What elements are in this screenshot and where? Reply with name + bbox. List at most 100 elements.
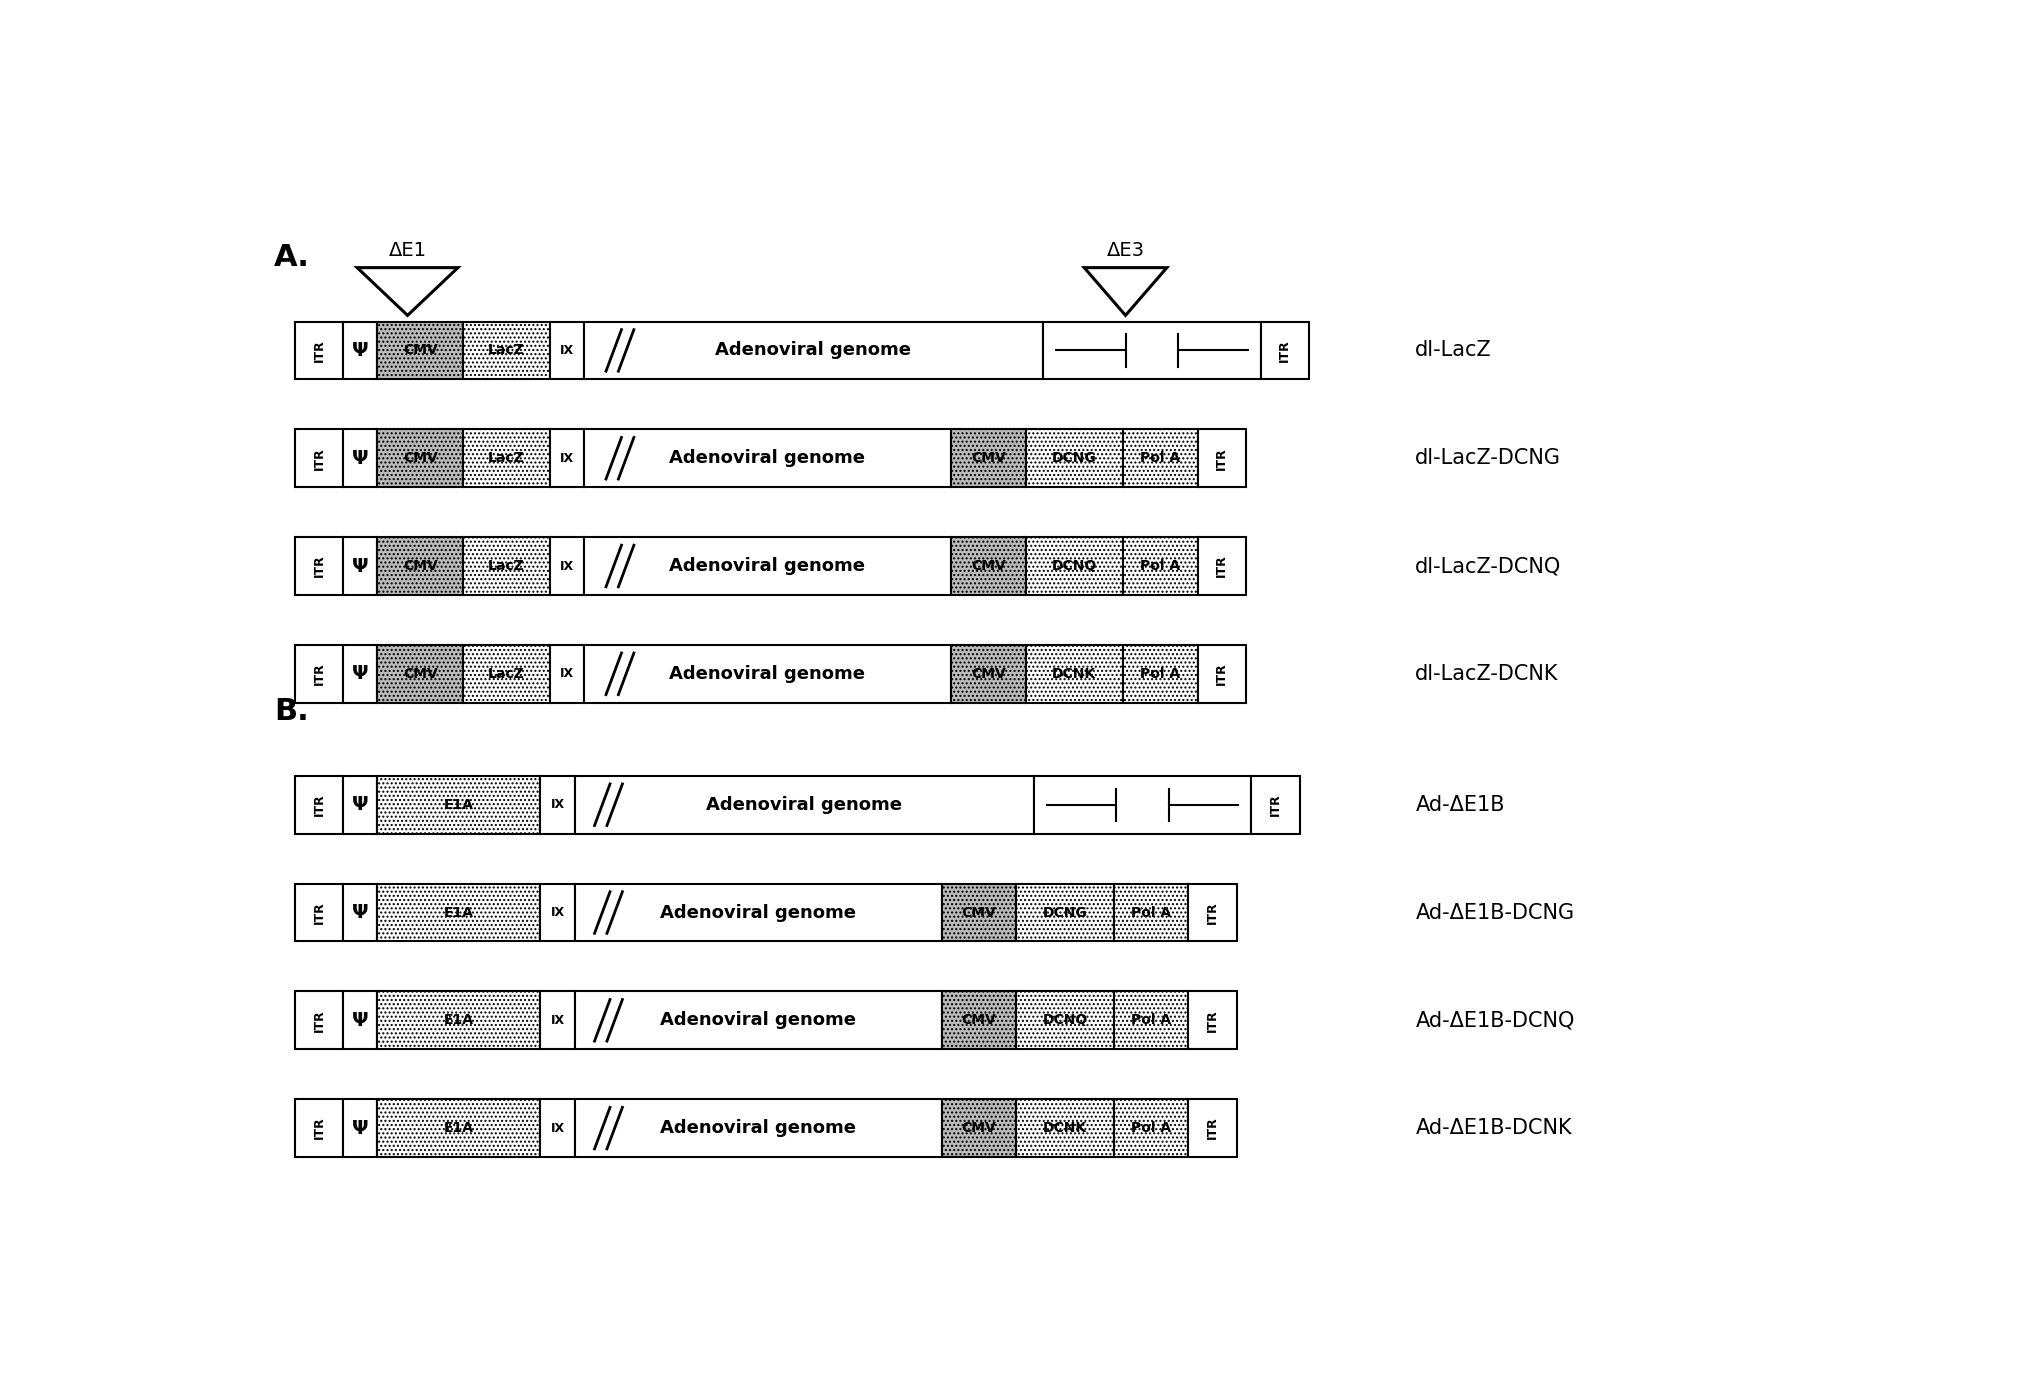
Text: Ψ: Ψ (351, 1011, 369, 1029)
Bar (343, 1099, 377, 1158)
Text: B.: B. (274, 696, 309, 726)
Text: IX: IX (559, 451, 573, 465)
Text: ITR: ITR (1207, 1009, 1219, 1032)
Text: CMV: CMV (404, 344, 438, 358)
Text: E1A: E1A (444, 1013, 474, 1027)
Text: ITR: ITR (1207, 1117, 1219, 1139)
Text: CMV: CMV (971, 559, 1005, 573)
Text: IX: IX (551, 1014, 565, 1027)
Text: CMV: CMV (971, 451, 1005, 465)
Bar (1017, 1099, 1114, 1158)
Bar (549, 429, 583, 488)
Text: Adenoviral genome: Adenoviral genome (660, 1119, 856, 1137)
Text: LacZ: LacZ (488, 667, 525, 681)
Text: ITR: ITR (313, 1009, 325, 1032)
Bar (950, 429, 1025, 488)
Bar (942, 1099, 1017, 1158)
Bar (1025, 538, 1122, 595)
Text: Adenoviral genome: Adenoviral genome (660, 1011, 856, 1029)
Text: Adenoviral genome: Adenoviral genome (714, 341, 912, 359)
Bar (343, 992, 377, 1049)
Bar (950, 538, 1025, 595)
Text: DCNG: DCNG (1051, 451, 1096, 465)
Bar (1025, 429, 1122, 488)
Bar (295, 1099, 343, 1158)
Polygon shape (1084, 267, 1166, 315)
Bar (1251, 776, 1300, 833)
Text: ITR: ITR (313, 1117, 325, 1139)
Text: Ψ: Ψ (351, 449, 369, 468)
Bar (377, 538, 464, 595)
Bar (377, 992, 541, 1049)
Text: ITR: ITR (313, 447, 325, 469)
Text: Adenoviral genome: Adenoviral genome (660, 904, 856, 922)
Text: dl-LacZ-DCNQ: dl-LacZ-DCNQ (1415, 556, 1562, 577)
Text: Ad-ΔE1B-DCNQ: Ad-ΔE1B-DCNQ (1415, 1010, 1574, 1031)
Text: CMV: CMV (963, 905, 997, 919)
Bar (1114, 883, 1189, 942)
Text: ITR: ITR (1207, 901, 1219, 924)
Bar (583, 538, 950, 595)
Bar (464, 538, 549, 595)
Bar (343, 322, 377, 379)
Bar (295, 322, 343, 379)
Bar (549, 322, 583, 379)
Bar (575, 1099, 942, 1158)
Text: Adenoviral genome: Adenoviral genome (670, 449, 866, 467)
Text: LacZ: LacZ (488, 559, 525, 573)
Text: IX: IX (559, 560, 573, 573)
Text: E1A: E1A (444, 1121, 474, 1135)
Bar (1122, 429, 1197, 488)
Bar (1033, 776, 1251, 833)
Polygon shape (357, 267, 458, 315)
Bar (541, 776, 575, 833)
Text: Adenoviral genome: Adenoviral genome (706, 795, 902, 814)
Bar (1197, 538, 1245, 595)
Bar (295, 883, 343, 942)
Text: IX: IX (559, 667, 573, 680)
Text: ITR: ITR (313, 794, 325, 816)
Bar (942, 883, 1017, 942)
Text: DCNQ: DCNQ (1051, 559, 1098, 573)
Text: ITR: ITR (313, 338, 325, 362)
Bar (1189, 1099, 1237, 1158)
Text: ITR: ITR (1215, 447, 1229, 469)
Bar (295, 992, 343, 1049)
Bar (583, 429, 950, 488)
Bar (575, 776, 1033, 833)
Bar (583, 322, 1043, 379)
Bar (1017, 883, 1114, 942)
Text: ITR: ITR (313, 554, 325, 577)
Text: E1A: E1A (444, 905, 474, 919)
Bar (549, 538, 583, 595)
Bar (1043, 322, 1261, 379)
Text: Pol A: Pol A (1140, 451, 1181, 465)
Text: Ψ: Ψ (351, 557, 369, 575)
Text: Ψ: Ψ (351, 664, 369, 684)
Bar (464, 322, 549, 379)
Bar (575, 883, 942, 942)
Text: Adenoviral genome: Adenoviral genome (670, 664, 866, 683)
Text: CMV: CMV (404, 559, 438, 573)
Bar (377, 645, 464, 702)
Bar (549, 645, 583, 702)
Text: ITR: ITR (1277, 338, 1292, 362)
Bar (1189, 992, 1237, 1049)
Bar (377, 776, 541, 833)
Text: dl-LacZ-DCNK: dl-LacZ-DCNK (1415, 664, 1558, 684)
Text: IX: IX (551, 798, 565, 811)
Text: Adenoviral genome: Adenoviral genome (670, 557, 866, 575)
Bar (1122, 645, 1197, 702)
Text: CMV: CMV (404, 667, 438, 681)
Bar (1122, 538, 1197, 595)
Text: Pol A: Pol A (1130, 905, 1170, 919)
Text: IX: IX (551, 1121, 565, 1135)
Bar (343, 429, 377, 488)
Text: Ad-ΔE1B: Ad-ΔE1B (1415, 795, 1505, 815)
Text: ΔE3: ΔE3 (1106, 241, 1144, 260)
Text: DCNG: DCNG (1043, 905, 1088, 919)
Text: DCNK: DCNK (1043, 1121, 1088, 1135)
Text: ITR: ITR (1215, 554, 1229, 577)
Bar (942, 992, 1017, 1049)
Bar (343, 883, 377, 942)
